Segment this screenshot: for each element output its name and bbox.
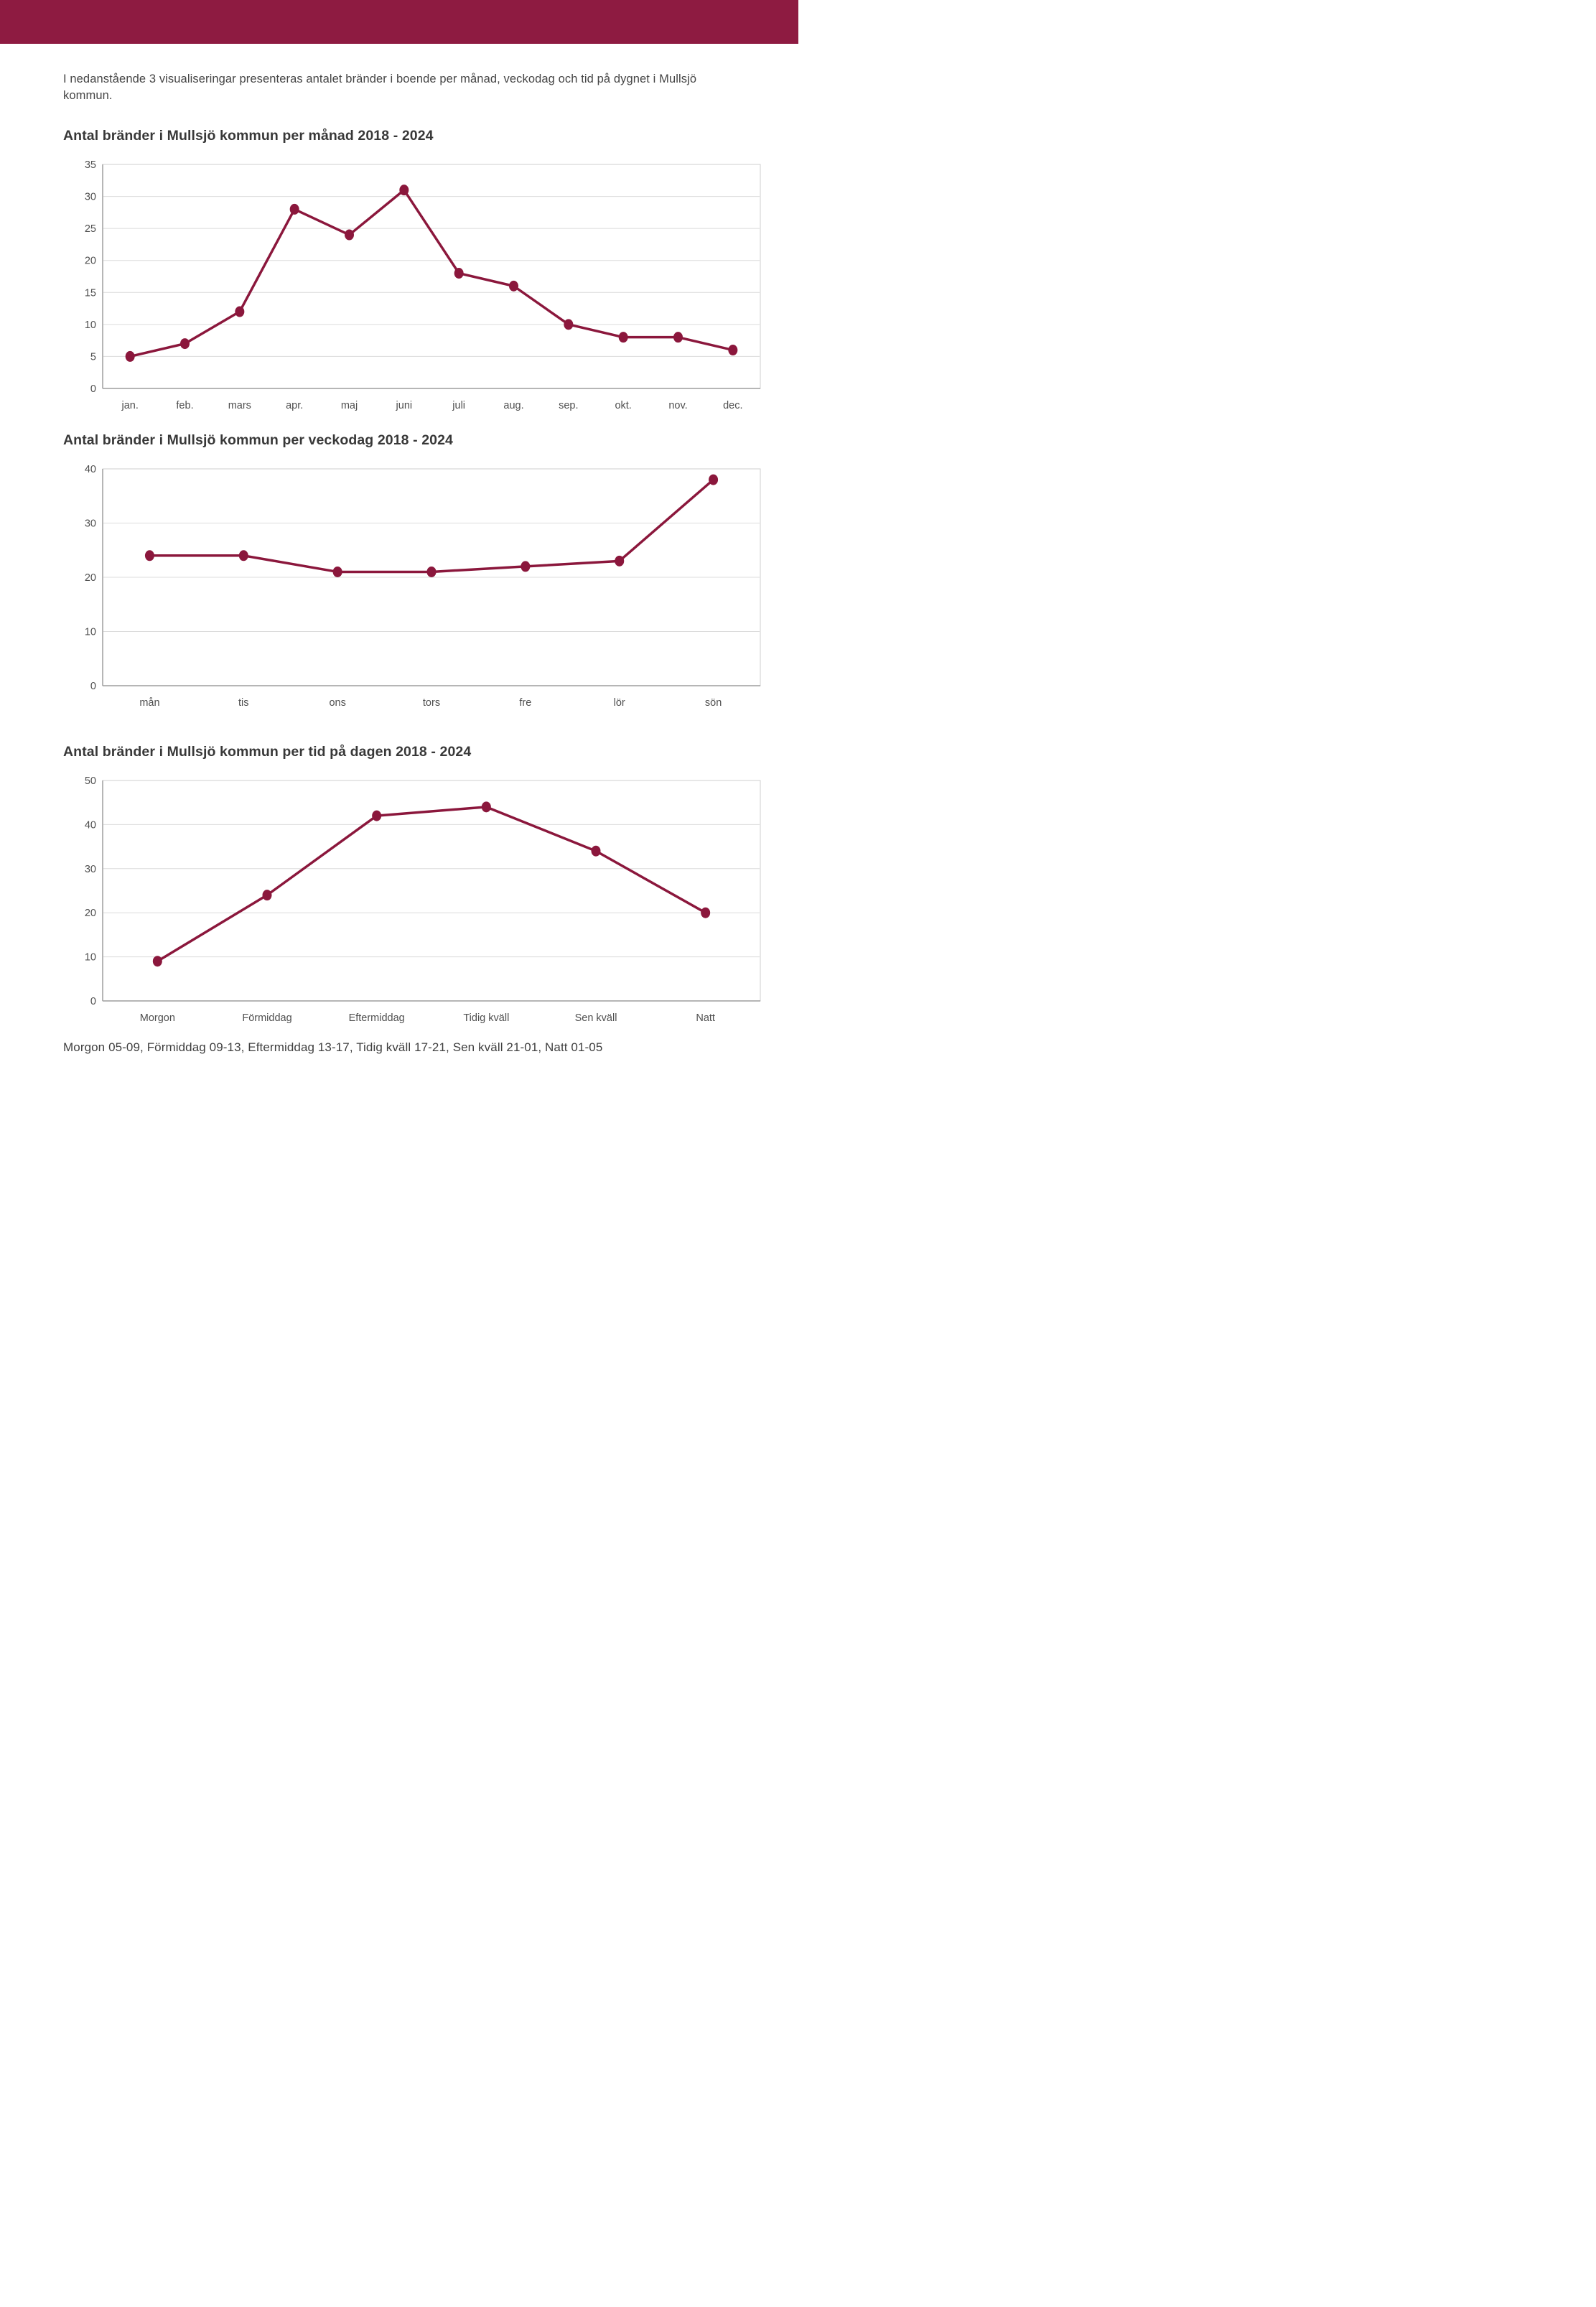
data-point bbox=[345, 229, 354, 241]
chart-1-title: Antal bränder i Mullsjö kommun per månad… bbox=[63, 128, 434, 144]
plot-border bbox=[102, 164, 761, 389]
x-tick-label: tors bbox=[423, 697, 440, 709]
data-point bbox=[144, 550, 154, 561]
y-tick-label: 50 bbox=[85, 775, 96, 787]
data-point bbox=[180, 338, 190, 350]
x-tick-label: sön bbox=[705, 697, 722, 709]
data-point bbox=[728, 345, 738, 356]
data-point bbox=[125, 350, 135, 362]
x-tick-label: Sen kväll bbox=[575, 1012, 617, 1024]
data-point bbox=[618, 332, 628, 343]
x-tick-label: feb. bbox=[176, 400, 193, 411]
data-point bbox=[564, 319, 574, 330]
x-tick-label: Förmiddag bbox=[242, 1012, 291, 1024]
data-point bbox=[426, 566, 437, 577]
page-content: I nedanstående 3 visualiseringar present… bbox=[0, 71, 798, 1055]
data-point bbox=[262, 890, 272, 901]
y-tick-label: 0 bbox=[90, 383, 96, 395]
y-tick-label: 40 bbox=[85, 464, 96, 475]
x-tick-label: nov. bbox=[668, 400, 687, 411]
y-tick-label: 10 bbox=[85, 320, 96, 331]
x-tick-label: jan. bbox=[121, 400, 138, 411]
data-point bbox=[701, 907, 711, 918]
report-page: I nedanstående 3 visualiseringar present… bbox=[0, 0, 798, 1154]
y-tick-label: 20 bbox=[85, 908, 96, 919]
data-point bbox=[521, 561, 531, 572]
x-tick-label: Eftermiddag bbox=[349, 1012, 405, 1024]
line-chart: 0 10 20 30 40 mån tis ons tors fre lör sön bbox=[85, 464, 761, 709]
chart-3: 0 10 20 30 40 50 Morgon Förmiddag Eftermiddag Tid… bbox=[63, 772, 761, 1033]
y-tick-label: 30 bbox=[85, 192, 96, 203]
x-tick-label: mån bbox=[139, 697, 159, 709]
series-line bbox=[148, 478, 715, 574]
series-line bbox=[129, 188, 734, 358]
data-point bbox=[454, 268, 464, 279]
y-tick-label: 25 bbox=[85, 223, 96, 235]
x-tick-label: Morgon bbox=[140, 1012, 175, 1024]
x-tick-label: mars bbox=[228, 400, 251, 411]
x-tick-label: lör bbox=[614, 697, 625, 709]
x-tick-label: Tidig kväll bbox=[463, 1012, 509, 1024]
header-bar bbox=[0, 0, 798, 44]
data-point bbox=[481, 801, 491, 813]
data-point bbox=[591, 845, 601, 857]
chart-1: 0 5 10 15 20 25 30 35 jan. feb. mars apr. maj juni jul… bbox=[63, 156, 761, 421]
data-point bbox=[673, 332, 683, 343]
y-tick-label: 5 bbox=[90, 351, 96, 363]
x-tick-label: juni bbox=[396, 400, 413, 411]
x-tick-label: sep. bbox=[559, 400, 578, 411]
x-tick-label: maj bbox=[341, 400, 358, 411]
line-chart: 0 10 20 30 40 50 Morgon Förmiddag Eftermiddag Tid… bbox=[85, 775, 761, 1024]
intro-text: I nedanstående 3 visualiseringar present… bbox=[63, 73, 697, 102]
y-tick-label: 30 bbox=[85, 518, 96, 530]
y-tick-label: 40 bbox=[85, 819, 96, 831]
data-point bbox=[709, 474, 719, 485]
data-point bbox=[372, 810, 382, 821]
y-tick-label: 10 bbox=[85, 952, 96, 964]
data-point bbox=[332, 566, 342, 577]
time-legend-note: Morgon 05-09, Förmiddag 09-13, Eftermidd… bbox=[63, 1040, 603, 1054]
y-tick-label: 0 bbox=[90, 996, 96, 1007]
y-tick-label: 35 bbox=[85, 159, 96, 171]
x-tick-label: Natt bbox=[696, 1012, 715, 1024]
y-tick-label: 0 bbox=[90, 681, 96, 692]
chart-2-title: Antal bränder i Mullsjö kommun per vecko… bbox=[63, 432, 454, 448]
series-line bbox=[156, 806, 707, 963]
chart-2: 0 10 20 30 40 mån tis ons tors fre lör sön bbox=[63, 460, 761, 718]
x-tick-label: tis bbox=[238, 697, 249, 709]
data-point bbox=[238, 550, 248, 561]
chart-3-title: Antal bränder i Mullsjö kommun per tid p… bbox=[63, 744, 472, 760]
data-point bbox=[399, 185, 409, 196]
plot-border bbox=[102, 780, 761, 1002]
x-tick-label: ons bbox=[329, 697, 345, 709]
x-tick-label: fre bbox=[519, 697, 531, 709]
y-tick-label: 30 bbox=[85, 864, 96, 875]
x-tick-label: apr. bbox=[286, 400, 303, 411]
x-tick-label: okt. bbox=[615, 400, 631, 411]
x-tick-label: juli bbox=[452, 400, 465, 411]
data-point bbox=[509, 280, 518, 292]
line-chart: 0 5 10 15 20 25 30 35 jan. feb. mars apr. maj juni jul… bbox=[85, 159, 761, 411]
y-tick-label: 15 bbox=[85, 287, 96, 299]
data-point bbox=[235, 306, 245, 317]
x-tick-label: aug. bbox=[503, 400, 523, 411]
y-tick-label: 20 bbox=[85, 256, 96, 267]
y-tick-label: 20 bbox=[85, 572, 96, 584]
data-point bbox=[152, 956, 162, 967]
data-point bbox=[615, 555, 625, 567]
data-point bbox=[289, 203, 299, 215]
x-tick-label: dec. bbox=[723, 400, 742, 411]
y-tick-label: 10 bbox=[85, 627, 96, 638]
